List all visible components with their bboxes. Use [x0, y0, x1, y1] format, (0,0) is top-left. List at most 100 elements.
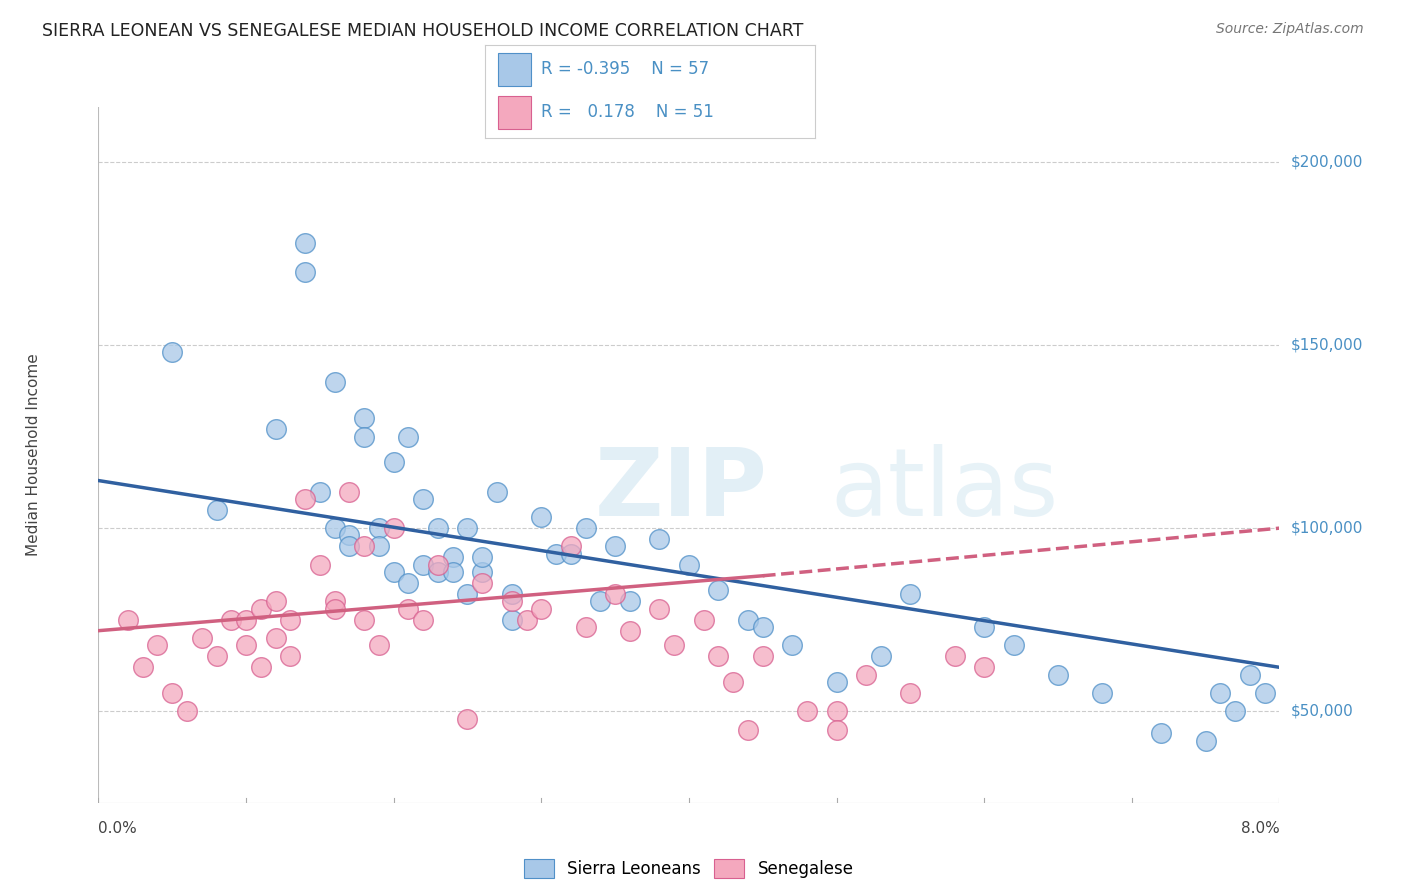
Point	[471, 565, 494, 579]
Point	[515, 613, 537, 627]
Point	[544, 547, 567, 561]
Text: $200,000: $200,000	[1291, 154, 1362, 169]
Point	[117, 613, 139, 627]
Point	[219, 613, 242, 627]
Point	[367, 540, 389, 554]
Point	[441, 550, 464, 565]
Point	[396, 429, 419, 443]
Point	[353, 540, 375, 554]
Point	[1254, 686, 1277, 700]
Point	[323, 601, 346, 615]
Point	[737, 723, 759, 737]
Point	[426, 521, 449, 535]
Point	[943, 649, 966, 664]
Point	[205, 649, 228, 664]
Point	[294, 491, 316, 506]
Point	[235, 638, 257, 652]
Point	[664, 638, 686, 652]
Point	[501, 613, 523, 627]
Point	[707, 649, 730, 664]
Point	[191, 631, 214, 645]
Point	[323, 521, 346, 535]
Text: $150,000: $150,000	[1291, 337, 1362, 352]
Point	[898, 587, 921, 601]
Point	[353, 429, 375, 443]
Point	[323, 375, 346, 389]
Point	[485, 484, 508, 499]
Text: Source: ZipAtlas.com: Source: ZipAtlas.com	[1216, 22, 1364, 37]
Point	[441, 565, 464, 579]
Point	[308, 484, 332, 499]
Point	[1194, 733, 1216, 747]
Point	[796, 704, 818, 718]
Point	[619, 624, 641, 638]
Point	[619, 594, 641, 608]
Point	[825, 723, 848, 737]
Point	[412, 613, 434, 627]
Text: $100,000: $100,000	[1291, 521, 1362, 536]
Legend: Sierra Leoneans, Senegalese: Sierra Leoneans, Senegalese	[517, 853, 860, 885]
Point	[471, 576, 494, 591]
Point	[973, 620, 995, 634]
Text: ZIP: ZIP	[595, 443, 768, 536]
Point	[250, 601, 273, 615]
Bar	[498, 96, 531, 129]
Point	[825, 675, 848, 690]
Point	[382, 565, 405, 579]
Point	[396, 576, 419, 591]
Point	[308, 558, 332, 572]
Point	[605, 540, 627, 554]
Point	[412, 491, 434, 506]
Point	[337, 528, 360, 542]
Text: 8.0%: 8.0%	[1240, 822, 1279, 836]
Point	[560, 547, 582, 561]
Point	[855, 667, 877, 681]
Point	[648, 532, 671, 546]
Point	[1209, 686, 1232, 700]
Point	[294, 265, 316, 279]
Point	[471, 550, 494, 565]
Point	[264, 422, 287, 436]
Text: $50,000: $50,000	[1291, 704, 1354, 719]
Text: SIERRA LEONEAN VS SENEGALESE MEDIAN HOUSEHOLD INCOME CORRELATION CHART: SIERRA LEONEAN VS SENEGALESE MEDIAN HOUS…	[42, 22, 804, 40]
Point	[782, 638, 804, 652]
Text: 0.0%: 0.0%	[98, 822, 138, 836]
Point	[456, 521, 478, 535]
Point	[396, 601, 419, 615]
Point	[278, 649, 301, 664]
Point	[560, 540, 582, 554]
Point	[337, 484, 360, 499]
Point	[589, 594, 612, 608]
Point	[278, 613, 301, 627]
Point	[456, 587, 478, 601]
Point	[1091, 686, 1114, 700]
Point	[605, 587, 627, 601]
Point	[648, 601, 671, 615]
Point	[426, 565, 449, 579]
Point	[737, 613, 759, 627]
Point	[412, 558, 434, 572]
Point	[721, 675, 744, 690]
Point	[132, 660, 155, 674]
Point	[235, 613, 257, 627]
Point	[869, 649, 891, 664]
Point	[574, 521, 596, 535]
Point	[751, 620, 773, 634]
Point	[294, 235, 316, 250]
Point	[678, 558, 700, 572]
Text: R = -0.395    N = 57: R = -0.395 N = 57	[541, 61, 710, 78]
Point	[1223, 704, 1246, 718]
Point	[530, 510, 553, 524]
Point	[205, 503, 228, 517]
Point	[825, 704, 848, 718]
Point	[1002, 638, 1025, 652]
Point	[146, 638, 169, 652]
Point	[574, 620, 596, 634]
Point	[456, 712, 478, 726]
Point	[1150, 726, 1173, 740]
Point	[323, 594, 346, 608]
Point	[501, 594, 523, 608]
Point	[264, 594, 287, 608]
Point	[1046, 667, 1069, 681]
Point	[898, 686, 921, 700]
